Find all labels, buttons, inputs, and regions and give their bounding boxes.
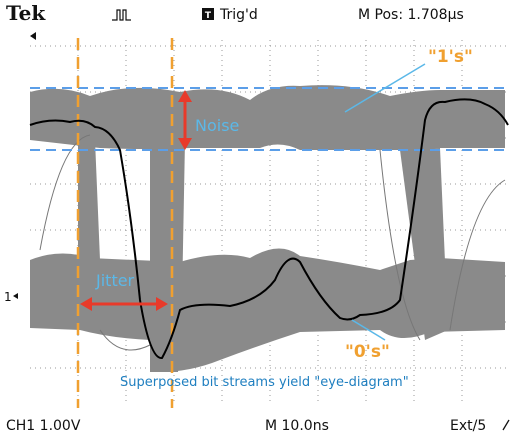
- time-scale: M 10.0ns: [265, 418, 329, 434]
- zeros-label: "0's": [345, 342, 390, 362]
- jitter-label: Jitter: [95, 271, 135, 290]
- trigger-source: Ext/5: [450, 418, 486, 434]
- channel-scale: CH1 1.00V: [6, 418, 81, 434]
- scope-screen: Tek T Trig'd M Pos: 1.708µs: [0, 0, 519, 437]
- ones-label: "1's": [428, 47, 473, 67]
- trigger-status: Trig'd: [219, 7, 258, 23]
- position: M Pos: 1.708µs: [358, 7, 464, 23]
- noise-label: Noise: [195, 116, 239, 135]
- trigger-icon-letter: T: [205, 11, 212, 21]
- caption: Superposed bit streams yield "eye-diagra…: [120, 375, 409, 390]
- channel-marker: 1: [4, 290, 12, 304]
- brand: Tek: [6, 1, 46, 25]
